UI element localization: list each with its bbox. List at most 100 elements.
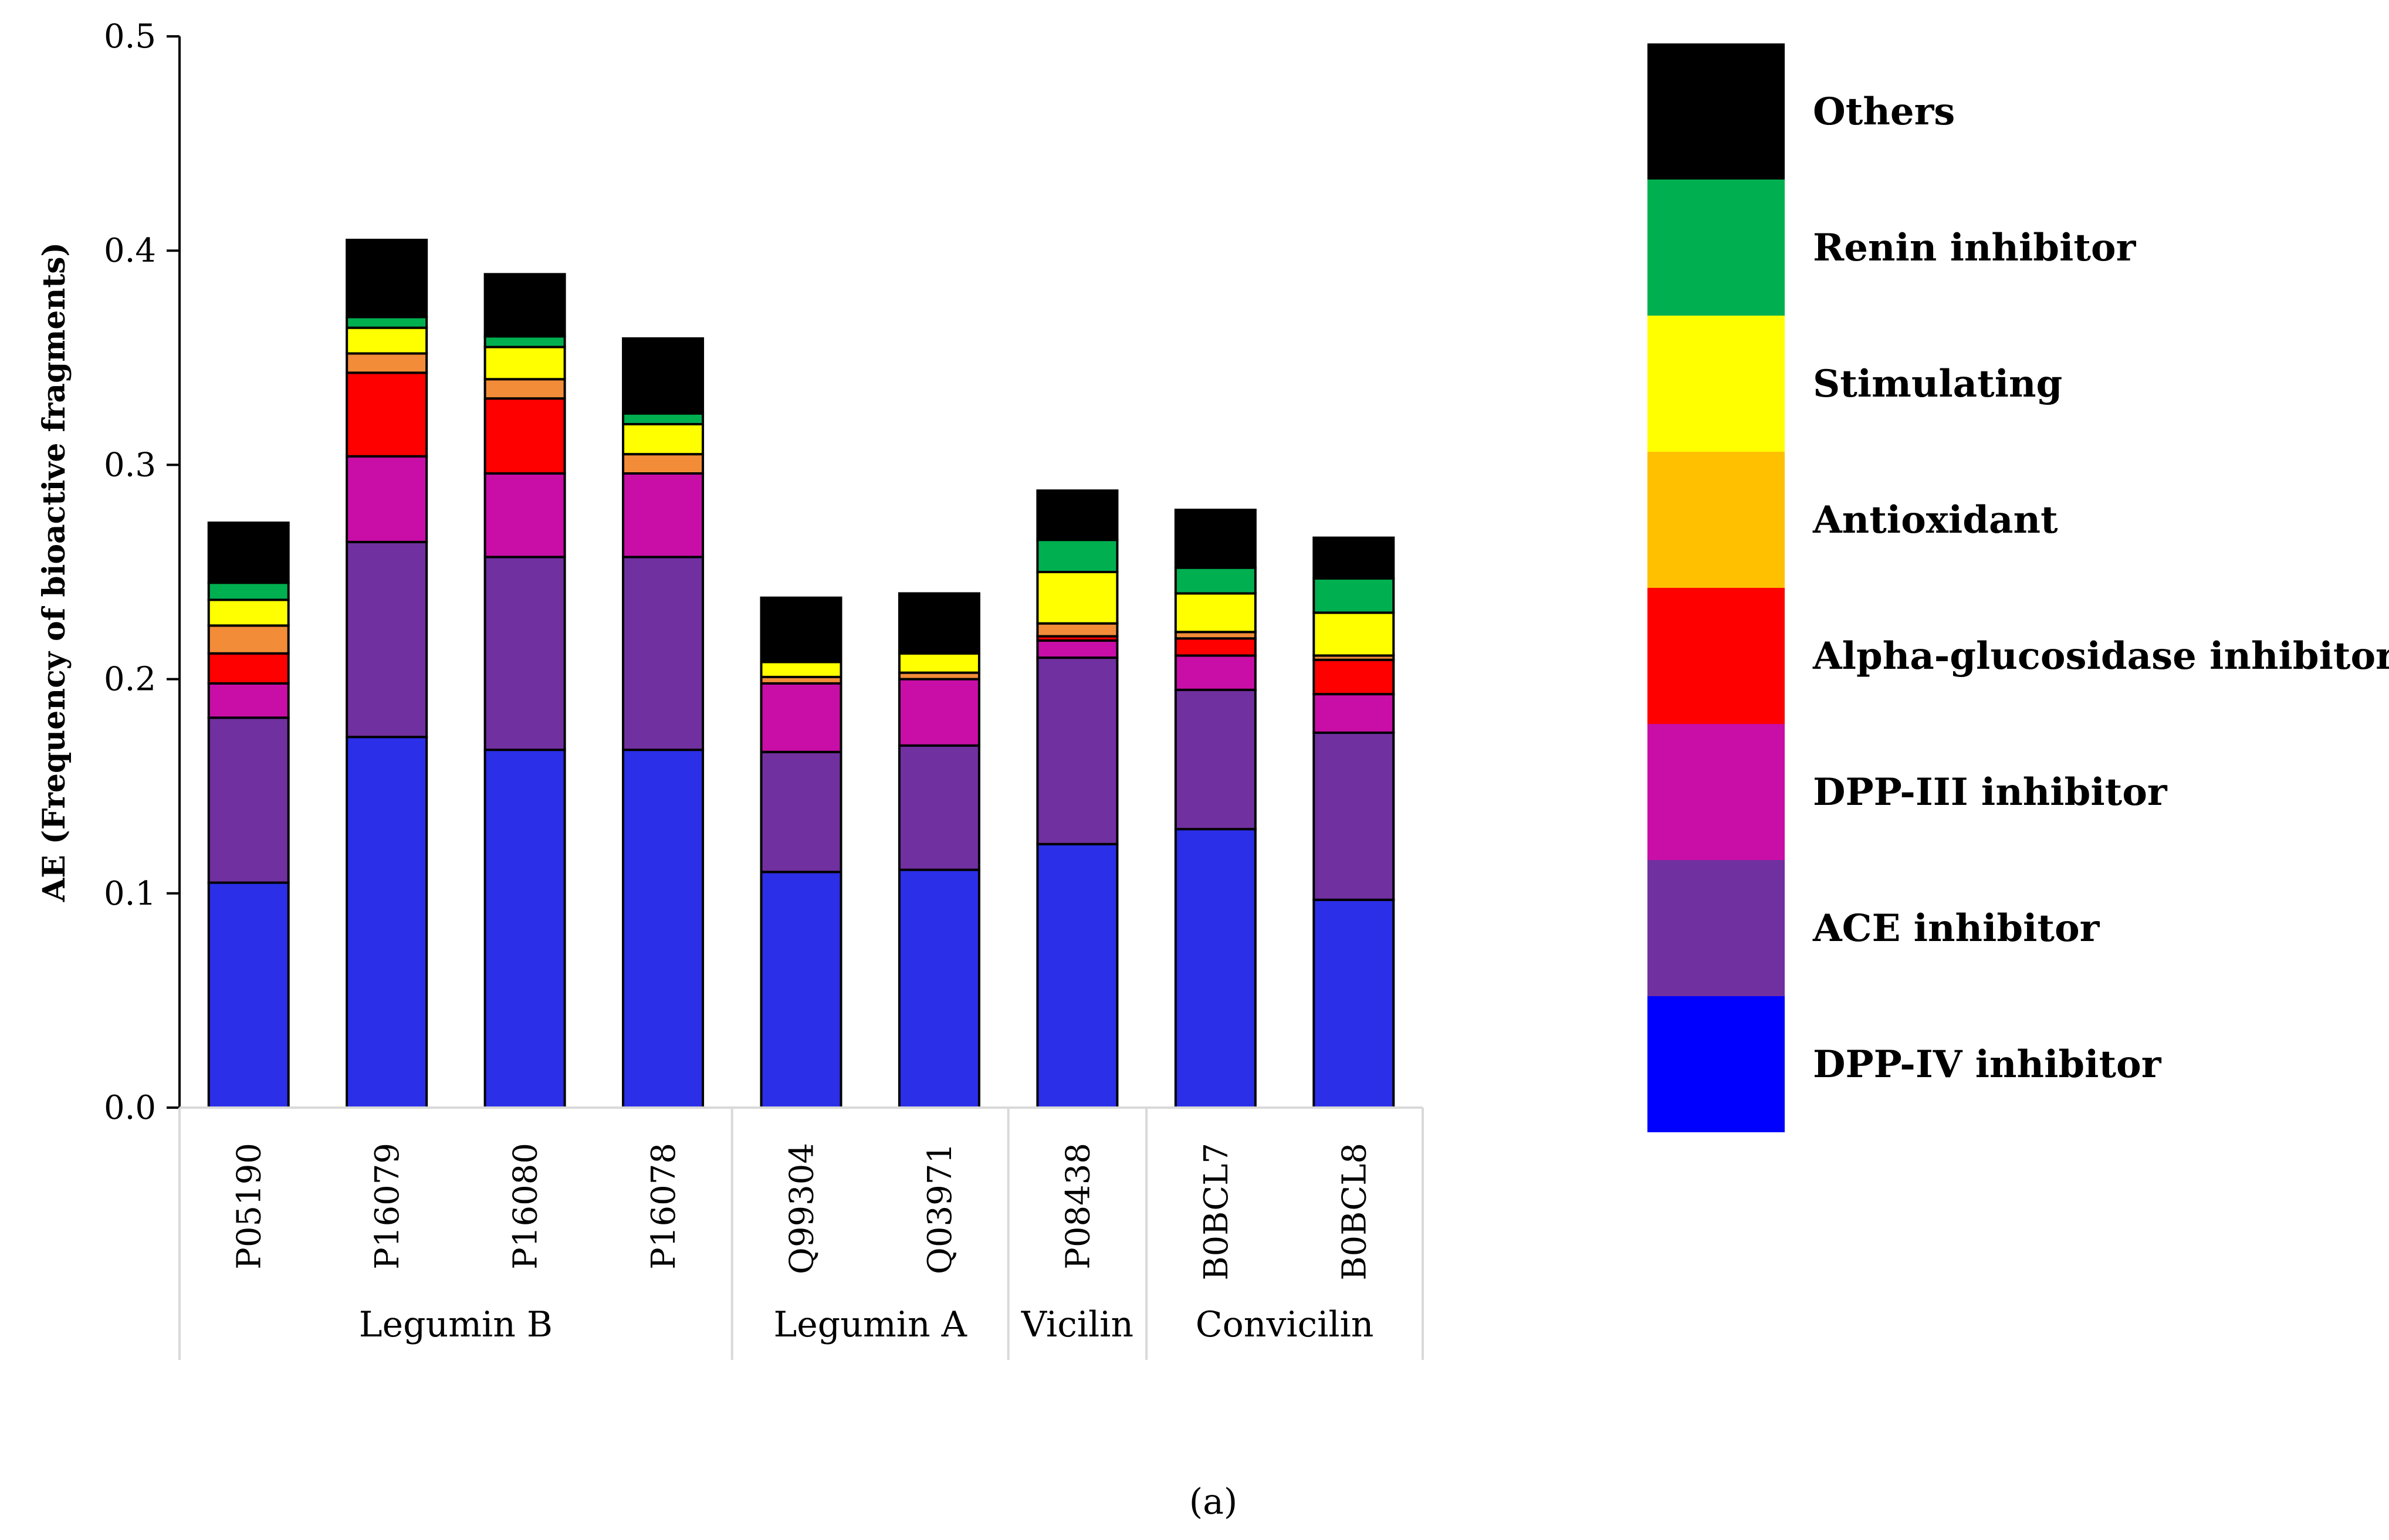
bar-segment-ace-inhibitor [483, 556, 566, 752]
legend-label: Stimulating [1813, 362, 2062, 406]
y-axis: 0.0 0.1 0.2 0.3 0.4 0.5 [104, 18, 181, 1127]
bar-stack-p05190 [207, 522, 290, 1109]
bar-segment-renin-inhibitor [483, 335, 566, 348]
legend-swatch [1647, 43, 1785, 180]
bar-segment-renin-inhibitor [207, 581, 290, 601]
bar-segment-others [207, 522, 290, 584]
bar-segment-dpp-iii-inhibitor [1312, 693, 1395, 734]
legend-swatch [1647, 996, 1785, 1132]
legend-swatch [1647, 860, 1785, 996]
bar-segment-ace-inhibitor [1174, 688, 1257, 831]
bar-segment-dpp-iv-inhibitor [483, 749, 566, 1109]
legend-item-dpp-iv-inhibitor: DPP-IV inhibitor [1647, 996, 2162, 1132]
legend-item-ace-inhibitor: ACE inhibitor [1647, 860, 2100, 996]
bar-segment-dpp-iii-inhibitor [207, 682, 290, 719]
legend-item-alpha-glucosidase-inhibitor: Alpha-glucosidase inhibitor [1647, 588, 2389, 724]
group-label-vicilin: Vicilin [1021, 1304, 1133, 1345]
group-label-convicilin: Convicilin [1196, 1304, 1374, 1345]
y-axis-label: AE (Frequency of bioactive fragments) [36, 242, 72, 902]
bar-segment-dpp-iii-inhibitor [483, 472, 566, 559]
bar-segment-ace-inhibitor [346, 540, 428, 739]
bar-segment-renin-inhibitor [622, 412, 705, 426]
legend-swatch [1647, 180, 1785, 316]
bar-segment-antioxidant [1036, 622, 1119, 638]
x-tick-label: Q03971 [921, 1143, 959, 1274]
bar-segment-ace-inhibitor [898, 744, 980, 871]
bar-segment-stimulating [483, 346, 566, 381]
bar-segment-dpp-iv-inhibitor [1312, 898, 1395, 1109]
legend-item-dpp-iii-inhibitor: DPP-III inhibitor [1647, 724, 2168, 860]
bar-segment-stimulating [760, 661, 842, 678]
bar-stack-p08438 [1036, 489, 1119, 1109]
bar-segment-dpp-iv-inhibitor [622, 749, 705, 1109]
bar-segment-stimulating [622, 423, 705, 456]
bar-segment-ace-inhibitor [1312, 731, 1395, 901]
bar-segment-stimulating [1174, 592, 1257, 634]
bar-segment-alpha-glucosidase-inhibitor [483, 397, 566, 475]
bar-stack-q99304 [760, 596, 842, 1109]
legend-label: Antioxidant [1812, 498, 2058, 542]
legend-item-renin-inhibitor: Renin inhibitor [1647, 180, 2137, 316]
y-tick-label: 0.2 [104, 661, 156, 699]
bar-segment-dpp-iv-inhibitor [760, 871, 842, 1109]
bar-segment-others [1312, 536, 1395, 580]
bar-segment-dpp-iii-inhibitor [346, 455, 428, 543]
legend-label: DPP-III inhibitor [1813, 770, 2168, 814]
bar-segment-ace-inhibitor [760, 750, 842, 874]
bar-segment-dpp-iii-inhibitor [898, 678, 980, 747]
bar-segment-antioxidant [622, 453, 705, 475]
x-tick-label: P16078 [645, 1143, 683, 1270]
y-tick-label: 0.1 [104, 875, 156, 913]
figure-caption: (a) [1189, 1481, 1238, 1522]
bar-segment-dpp-iv-inhibitor [207, 881, 290, 1109]
legend: Others Renin inhibitor Stimulating Antioxid… [1647, 43, 2389, 1132]
bar-segment-others [346, 238, 428, 319]
legend-label: ACE inhibitor [1812, 906, 2100, 950]
bar-stack-q03971 [898, 592, 980, 1109]
bar-segment-others [760, 596, 842, 664]
y-tick-label: 0.5 [104, 18, 156, 56]
x-tick-label: B0BCL8 [1335, 1143, 1373, 1281]
group-label-legumin-a: Legumin A [773, 1304, 967, 1345]
bar-segment-dpp-iv-inhibitor [346, 736, 428, 1109]
bar-stack-b0bcl7 [1174, 509, 1257, 1109]
bar-segment-stimulating [346, 326, 428, 355]
bar-segment-alpha-glucosidase-inhibitor [207, 652, 290, 685]
x-axis: P05190 P16079 P16080 P16078 Q99304 Q03971 P084… [178, 1106, 1424, 1360]
legend-swatch [1647, 316, 1785, 452]
bar-segment-alpha-glucosidase-inhibitor [1312, 658, 1395, 696]
x-tick-label: P16080 [507, 1143, 545, 1270]
bar-segment-others [1036, 489, 1119, 541]
bar-segment-ace-inhibitor [1036, 656, 1119, 845]
bar-segment-others [622, 337, 705, 415]
y-tick-label: 0.4 [104, 232, 156, 270]
bar-segment-stimulating [1312, 611, 1395, 657]
x-tick-label: P16079 [368, 1143, 407, 1270]
legend-swatch [1647, 588, 1785, 724]
legend-item-stimulating: Stimulating [1647, 316, 2062, 452]
legend-item-others: Others [1647, 43, 1955, 180]
legend-label: Alpha-glucosidase inhibitor [1812, 634, 2389, 678]
bar-segment-alpha-glucosidase-inhibitor [1174, 637, 1257, 657]
y-tick-label: 0.3 [104, 446, 156, 484]
bar-segment-others [1174, 509, 1257, 569]
legend-swatch [1647, 452, 1785, 588]
bar-segment-antioxidant [346, 352, 428, 374]
legend-label: DPP-IV inhibitor [1813, 1043, 2162, 1087]
legend-swatch [1647, 724, 1785, 860]
bar-segment-alpha-glucosidase-inhibitor [346, 371, 428, 458]
bar-segment-stimulating [1036, 571, 1119, 625]
bar-segment-dpp-iii-inhibitor [1036, 639, 1119, 659]
bar-segment-ace-inhibitor [622, 556, 705, 752]
legend-label: Renin inhibitor [1813, 226, 2137, 270]
x-tick-label: P08438 [1059, 1143, 1097, 1270]
legend-label: Others [1813, 90, 1955, 134]
group-label-legumin-b: Legumin B [359, 1304, 553, 1345]
bar-stacks [207, 238, 1395, 1109]
bar-segment-dpp-iii-inhibitor [1174, 654, 1257, 691]
legend-item-antioxidant: Antioxidant [1647, 452, 2058, 588]
bar-segment-renin-inhibitor [1036, 539, 1119, 573]
x-tick-label: B0BCL7 [1197, 1143, 1236, 1281]
bar-segment-dpp-iv-inhibitor [1036, 842, 1119, 1109]
